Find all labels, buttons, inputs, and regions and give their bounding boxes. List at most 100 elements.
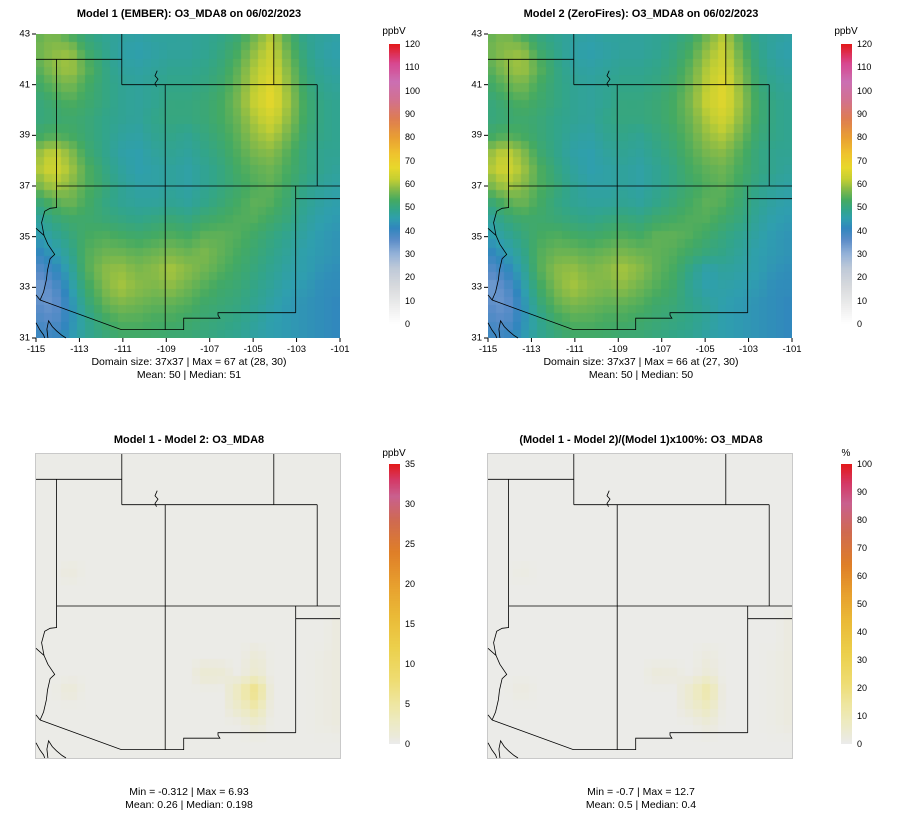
- caption-line2: Mean: 50 | Median: 51: [136, 369, 242, 381]
- colorbar-tick-labels: 0 5 10 15 20 25 30 35: [405, 459, 439, 749]
- colorbar-title: %: [841, 448, 851, 459]
- colorbar: [841, 44, 852, 324]
- x-tick-label: -103: [287, 344, 307, 355]
- y-axis-ticks: 31 33 35 37 39 41 43: [454, 29, 482, 344]
- colorbar-tick-label: 70: [857, 155, 868, 166]
- x-axis-ticks: [36, 764, 340, 776]
- colorbar-tick-label: 35: [405, 459, 416, 469]
- state-outlines: [487, 454, 792, 759]
- colorbar-tick-label: 30: [857, 249, 868, 259]
- colorbar-tick-labels: 0 10 20 30 40 50 60 70 80 90 100 110 120: [857, 39, 891, 329]
- colorbar-tick-label: 30: [405, 499, 416, 509]
- y-axis-ticks: [454, 454, 482, 758]
- colorbar-tick-label: 120: [405, 39, 421, 49]
- panel-model2-map: Model 2 (ZeroFires): O3_MDA8 on 06/02/20…: [452, 0, 900, 420]
- colorbar-tick-label: 0: [857, 319, 863, 329]
- colorbar-tick-label: 10: [405, 295, 416, 306]
- y-tick-label: 33: [19, 281, 30, 293]
- colorbar-tick-label: 10: [857, 295, 868, 306]
- map-plot: -115 -113 -111 -109 -107 -105 -103 -101 31 33 35 3…: [19, 29, 349, 356]
- x-tick-label: -105: [243, 344, 263, 355]
- colorbar-tick-label: 50: [857, 599, 868, 609]
- panel-title: Model 1 (EMBER): O3_MDA8 on 06/02/2023: [76, 8, 302, 20]
- colorbar-tick-label: 40: [857, 225, 868, 236]
- caption-line2: Mean: 0.5 | Median: 0.4: [585, 799, 697, 811]
- map-plot: [35, 453, 341, 759]
- y-axis-ticks: [2, 454, 30, 758]
- x-tick-label: -101: [330, 344, 350, 355]
- map-plot: [487, 453, 793, 759]
- colorbar-tick-label: 25: [405, 539, 416, 549]
- colorbar-tick-label: 100: [857, 459, 873, 469]
- colorbar-tick-label: 10: [857, 711, 868, 721]
- colorbar-tick-label: 70: [857, 543, 868, 553]
- colorbar-tick-label: 100: [857, 85, 873, 96]
- colorbar-tick-label: 110: [857, 62, 872, 73]
- x-tick-label: -101: [782, 344, 802, 355]
- caption-line2: Mean: 50 | Median: 50: [588, 369, 694, 381]
- colorbar-tick-label: 70: [405, 155, 416, 166]
- caption-line1: Min = -0.7 | Max = 12.7: [587, 786, 695, 798]
- y-tick-label: 41: [19, 79, 30, 91]
- colorbar-tick-label: 80: [405, 132, 416, 143]
- caption-line2: Mean: 0.26 | Median: 0.198: [125, 799, 253, 811]
- colorbar-tick-label: 80: [857, 515, 868, 525]
- x-tick-label: -113: [522, 344, 541, 355]
- y-tick-label: 43: [19, 28, 30, 40]
- y-tick-label: 35: [471, 231, 482, 243]
- x-tick-label: -111: [114, 344, 132, 355]
- x-tick-label: -115: [478, 344, 498, 355]
- y-tick-label: 33: [471, 281, 482, 293]
- colorbar: [389, 44, 400, 324]
- colorbar-tick-label: 0: [405, 739, 411, 749]
- x-tick-label: -107: [652, 344, 672, 355]
- y-tick-label: 39: [19, 129, 30, 141]
- colorbar-tick-label: 15: [405, 619, 416, 629]
- x-tick-label: -103: [739, 344, 759, 355]
- x-tick-label: -109: [608, 344, 628, 355]
- y-tick-label: 39: [471, 129, 482, 141]
- colorbar-tick-label: 40: [857, 627, 868, 637]
- x-tick-label: -115: [26, 344, 46, 355]
- panel-title: Model 2 (ZeroFires): O3_MDA8 on 06/02/20…: [523, 8, 759, 20]
- panel-title: Model 1 - Model 2: O3_MDA8: [113, 434, 265, 446]
- x-tick-label: -113: [70, 344, 89, 355]
- colorbar-title: ppbV: [834, 26, 858, 37]
- colorbar-tick-label: 60: [857, 571, 868, 581]
- colorbar-tick-label: 5: [405, 699, 411, 709]
- colorbar-tick-label: 0: [857, 739, 863, 749]
- x-tick-label: -111: [566, 344, 584, 355]
- colorbar-tick-label: 90: [857, 487, 868, 497]
- panel-percent-difference-map: (Model 1 - Model 2)/(Model 1)x100%: O3_M…: [452, 420, 900, 840]
- colorbar-tick-label: 90: [857, 109, 868, 119]
- colorbar-tick-label: 60: [857, 179, 868, 189]
- y-tick-label: 35: [19, 231, 30, 243]
- colorbar-tick-label: 10: [405, 659, 416, 669]
- caption-line1: Min = -0.312 | Max = 6.93: [129, 786, 249, 798]
- colorbar-title: ppbV: [382, 26, 406, 37]
- x-tick-label: -107: [200, 344, 220, 355]
- colorbar-tick-label: 20: [857, 272, 868, 283]
- x-tick-label: -109: [156, 344, 176, 355]
- x-axis-ticks: -115 -113 -111 -109 -107 -105 -103 -101: [27, 344, 350, 356]
- colorbar: [389, 464, 400, 744]
- state-outlines: [484, 33, 793, 342]
- colorbar-tick-labels: 0 10 20 30 40 50 60 70 80 90 100 110 120: [405, 39, 439, 329]
- y-tick-label: 43: [471, 28, 482, 40]
- y-tick-label: 31: [471, 332, 482, 344]
- colorbar-tick-label: 40: [405, 225, 416, 236]
- x-axis-ticks: -115 -113 -111 -109 -107 -105 -103 -101: [479, 344, 802, 356]
- panel-title: (Model 1 - Model 2)/(Model 1)x100%: O3_M…: [519, 434, 763, 446]
- x-tick-label: -105: [695, 344, 715, 355]
- colorbar-tick-label: 0: [405, 319, 411, 329]
- colorbar: [841, 464, 852, 744]
- colorbar-tick-label: 50: [857, 202, 868, 213]
- x-axis-ticks: [488, 764, 792, 776]
- colorbar-tick-label: 100: [405, 85, 421, 96]
- colorbar-tick-label: 20: [857, 683, 868, 693]
- y-tick-label: 37: [471, 180, 482, 192]
- caption-line1: Domain size: 37x37 | Max = 66 at (27, 30…: [543, 356, 739, 368]
- colorbar-tick-label: 20: [405, 272, 416, 283]
- panel-model1-map: Model 1 (EMBER): O3_MDA8 on 06/02/2023 -…: [0, 0, 450, 420]
